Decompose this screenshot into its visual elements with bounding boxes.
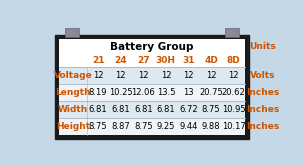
Text: 12: 12 bbox=[116, 71, 126, 80]
Text: 8.87: 8.87 bbox=[111, 122, 130, 131]
Text: 12: 12 bbox=[93, 71, 103, 80]
Text: Inches: Inches bbox=[246, 122, 279, 131]
Text: 4D: 4D bbox=[204, 56, 218, 65]
Text: 12: 12 bbox=[138, 71, 149, 80]
Text: Units: Units bbox=[249, 42, 276, 51]
Text: 10.95: 10.95 bbox=[222, 105, 245, 114]
Text: Width: Width bbox=[58, 105, 88, 114]
Text: 6.81: 6.81 bbox=[134, 105, 153, 114]
Text: 10.17: 10.17 bbox=[222, 122, 246, 131]
Bar bbox=[59, 39, 245, 135]
Text: 24: 24 bbox=[114, 56, 127, 65]
Text: Volts: Volts bbox=[250, 71, 275, 80]
Text: 27: 27 bbox=[137, 56, 150, 65]
Text: 8D: 8D bbox=[227, 56, 240, 65]
Text: 20.62: 20.62 bbox=[222, 88, 246, 97]
Bar bbox=[59, 67, 245, 84]
Text: 20.75: 20.75 bbox=[199, 88, 223, 97]
Text: 13: 13 bbox=[183, 88, 194, 97]
Text: 6.81: 6.81 bbox=[157, 105, 175, 114]
Text: 13.5: 13.5 bbox=[157, 88, 175, 97]
Text: 21: 21 bbox=[92, 56, 104, 65]
Bar bbox=[225, 28, 239, 37]
Text: Height: Height bbox=[56, 122, 90, 131]
Text: 6.81: 6.81 bbox=[89, 105, 107, 114]
Text: 31: 31 bbox=[182, 56, 195, 65]
Text: 8.19: 8.19 bbox=[89, 88, 107, 97]
Bar bbox=[59, 118, 245, 135]
Text: 9.44: 9.44 bbox=[179, 122, 198, 131]
Text: Battery Group: Battery Group bbox=[110, 42, 194, 52]
Text: Inches: Inches bbox=[246, 105, 279, 114]
Text: Voltage: Voltage bbox=[54, 71, 92, 80]
Text: 12: 12 bbox=[228, 71, 239, 80]
Bar bbox=[65, 28, 79, 37]
Text: 10.25: 10.25 bbox=[109, 88, 133, 97]
Text: 12: 12 bbox=[206, 71, 216, 80]
Text: 8.75: 8.75 bbox=[134, 122, 153, 131]
Text: 12: 12 bbox=[183, 71, 194, 80]
Text: 12.06: 12.06 bbox=[131, 88, 155, 97]
Text: Length: Length bbox=[55, 88, 91, 97]
Text: 9.88: 9.88 bbox=[202, 122, 220, 131]
Text: 6.72: 6.72 bbox=[179, 105, 198, 114]
Bar bbox=[55, 35, 249, 139]
Bar bbox=[59, 84, 245, 101]
Text: 12: 12 bbox=[161, 71, 171, 80]
Text: 8.75: 8.75 bbox=[202, 105, 220, 114]
Text: 6.81: 6.81 bbox=[111, 105, 130, 114]
Bar bbox=[59, 101, 245, 118]
Text: 30H: 30H bbox=[156, 56, 176, 65]
Text: 9.25: 9.25 bbox=[157, 122, 175, 131]
Text: Inches: Inches bbox=[246, 88, 279, 97]
Text: 8.75: 8.75 bbox=[89, 122, 107, 131]
